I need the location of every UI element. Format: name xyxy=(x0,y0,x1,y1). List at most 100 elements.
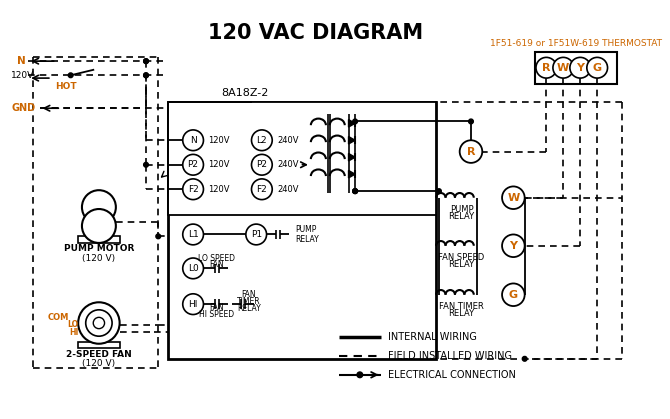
Text: FAN: FAN xyxy=(209,260,224,269)
Circle shape xyxy=(587,57,608,78)
Circle shape xyxy=(437,189,442,194)
Circle shape xyxy=(536,57,557,78)
Circle shape xyxy=(502,235,525,257)
Circle shape xyxy=(78,302,120,344)
Circle shape xyxy=(502,186,525,209)
Text: INTERNAL WIRING: INTERNAL WIRING xyxy=(388,332,477,342)
Text: 240V: 240V xyxy=(277,185,298,194)
Text: R: R xyxy=(467,147,475,157)
Text: HOT: HOT xyxy=(55,82,77,91)
Text: W: W xyxy=(507,193,519,203)
Circle shape xyxy=(82,190,116,224)
Circle shape xyxy=(523,357,527,361)
Circle shape xyxy=(570,57,590,78)
Text: F2: F2 xyxy=(257,185,267,194)
Circle shape xyxy=(183,258,204,279)
Circle shape xyxy=(183,179,204,199)
Circle shape xyxy=(183,224,204,245)
Text: N: N xyxy=(190,136,196,145)
Text: (120 V): (120 V) xyxy=(82,359,115,368)
Text: FAN SPEED: FAN SPEED xyxy=(438,253,484,261)
Polygon shape xyxy=(348,153,355,161)
Text: 8A18Z-2: 8A18Z-2 xyxy=(221,88,269,98)
Text: G: G xyxy=(509,290,518,300)
Circle shape xyxy=(353,189,358,194)
Circle shape xyxy=(143,59,148,64)
Circle shape xyxy=(156,234,161,239)
Text: 120V: 120V xyxy=(208,136,230,145)
Polygon shape xyxy=(348,137,355,144)
Bar xyxy=(168,102,436,359)
Text: FAN: FAN xyxy=(209,303,224,313)
Text: TIMER: TIMER xyxy=(237,297,261,306)
Polygon shape xyxy=(348,119,355,127)
Text: GND: GND xyxy=(11,103,36,113)
Circle shape xyxy=(183,154,204,175)
Text: RELAY: RELAY xyxy=(448,212,474,221)
Circle shape xyxy=(143,73,148,78)
Text: P2: P2 xyxy=(257,160,267,169)
Circle shape xyxy=(353,189,358,194)
Circle shape xyxy=(143,59,148,64)
Text: ELECTRICAL CONNECTION: ELECTRICAL CONNECTION xyxy=(388,370,516,380)
Circle shape xyxy=(143,163,148,167)
Circle shape xyxy=(460,140,482,163)
Text: RELAY: RELAY xyxy=(237,304,261,313)
Text: N: N xyxy=(17,56,25,66)
Text: LO: LO xyxy=(67,321,78,329)
Text: LO SPEED: LO SPEED xyxy=(198,253,235,263)
Text: 120 VAC DIAGRAM: 120 VAC DIAGRAM xyxy=(208,23,423,44)
Text: 120V: 120V xyxy=(208,185,230,194)
Text: L2: L2 xyxy=(257,136,267,145)
Text: HI SPEED: HI SPEED xyxy=(199,310,234,319)
Circle shape xyxy=(68,73,73,78)
Text: HI: HI xyxy=(188,300,198,309)
Text: 120V: 120V xyxy=(11,71,35,80)
Circle shape xyxy=(93,317,105,328)
Text: W: W xyxy=(557,63,570,73)
Text: L1: L1 xyxy=(188,230,198,239)
Circle shape xyxy=(246,224,267,245)
Text: Y: Y xyxy=(509,241,517,251)
Text: RELAY: RELAY xyxy=(448,260,474,269)
Text: FIELD INSTALLED WIRING: FIELD INSTALLED WIRING xyxy=(388,351,512,361)
Circle shape xyxy=(502,283,525,306)
Circle shape xyxy=(468,119,473,124)
Text: HI: HI xyxy=(69,328,78,337)
Text: PUMP: PUMP xyxy=(295,225,316,234)
Circle shape xyxy=(251,179,272,199)
Text: 2-SPEED FAN: 2-SPEED FAN xyxy=(66,349,132,359)
Text: PUMP: PUMP xyxy=(450,204,474,214)
Text: PUMP MOTOR: PUMP MOTOR xyxy=(64,244,134,253)
Text: (120 V): (120 V) xyxy=(82,253,115,263)
Circle shape xyxy=(353,119,358,124)
Text: COM: COM xyxy=(48,313,69,322)
Text: Y: Y xyxy=(576,63,584,73)
Text: RELAY: RELAY xyxy=(448,309,474,318)
Text: F2: F2 xyxy=(188,185,198,194)
Text: FAN TIMER: FAN TIMER xyxy=(439,302,484,310)
Text: G: G xyxy=(593,63,602,73)
Text: P2: P2 xyxy=(188,160,198,169)
Bar xyxy=(535,52,617,84)
Polygon shape xyxy=(348,171,355,178)
Circle shape xyxy=(353,189,358,194)
Circle shape xyxy=(183,294,204,315)
Text: R: R xyxy=(542,63,551,73)
Circle shape xyxy=(357,372,362,378)
Text: P1: P1 xyxy=(251,230,262,239)
Text: RELAY: RELAY xyxy=(295,235,318,244)
Circle shape xyxy=(143,73,148,78)
Circle shape xyxy=(82,209,116,243)
Text: L0: L0 xyxy=(188,264,198,273)
Circle shape xyxy=(553,57,574,78)
Text: 240V: 240V xyxy=(277,160,298,169)
Bar xyxy=(78,236,120,243)
Text: FAN: FAN xyxy=(241,290,256,299)
Bar xyxy=(168,102,436,215)
Text: 120V: 120V xyxy=(208,160,230,169)
Circle shape xyxy=(251,154,272,175)
Circle shape xyxy=(86,310,112,336)
Circle shape xyxy=(183,130,204,150)
Circle shape xyxy=(251,130,272,150)
